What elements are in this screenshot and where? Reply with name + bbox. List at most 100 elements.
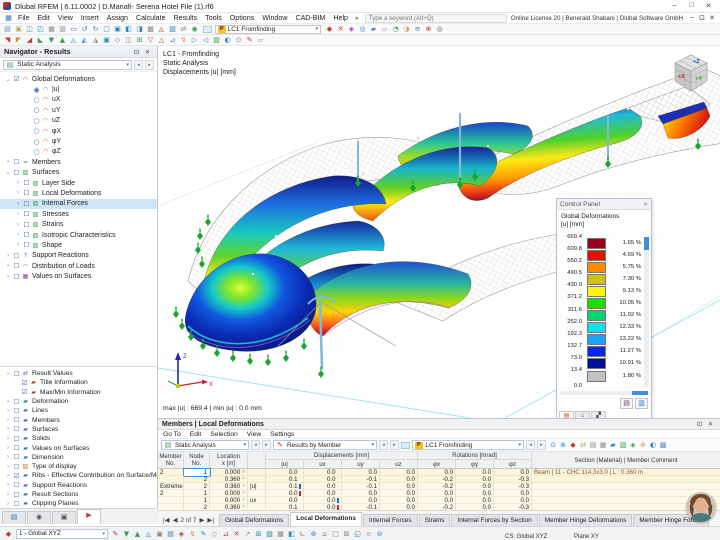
- navigation-cube[interactable]: +X +Y +Z: [668, 50, 714, 96]
- toolbar-icon[interactable]: ◈: [348, 25, 355, 33]
- tree-item[interactable]: › ☐ ▦ Values on Surfaces: [0, 271, 157, 281]
- toolbar-icon[interactable]: ⊕: [425, 25, 432, 33]
- membrane-sails[interactable]: [184, 101, 711, 352]
- tree-item[interactable]: › ☐ ▰ Surfaces: [0, 425, 157, 434]
- toolbar-icon[interactable]: ▩: [659, 441, 667, 449]
- tree-item[interactable]: › ☐ ▰ Support Reactions: [0, 481, 157, 490]
- prev-button[interactable]: ◂: [251, 440, 260, 450]
- prev-page-button[interactable]: ◀: [172, 517, 178, 524]
- statusbar-icon[interactable]: □: [332, 529, 339, 538]
- toolbar-icon[interactable]: ▭: [70, 25, 77, 33]
- toolbar-icon[interactable]: ▩: [147, 25, 154, 33]
- table-tab[interactable]: Global Deformations: [219, 514, 290, 526]
- tree-item[interactable]: ○ ◠ φX: [0, 126, 157, 136]
- expander-icon[interactable]: ›: [7, 472, 9, 479]
- toolbar-icon[interactable]: ⊞: [136, 36, 143, 44]
- toolbar-icon[interactable]: ◇: [114, 36, 121, 44]
- menu-item[interactable]: Options: [229, 14, 255, 22]
- toolbar-icon[interactable]: ◈: [630, 441, 636, 449]
- tree-item[interactable]: › ☐ ≈ Members: [0, 157, 157, 167]
- statusbar-icon[interactable]: ▧: [266, 529, 273, 538]
- checkbox-icon[interactable]: ☐: [23, 189, 30, 198]
- prev-button[interactable]: ◂: [134, 59, 143, 70]
- checkbox-icon[interactable]: ☑: [21, 378, 28, 387]
- checkbox-icon[interactable]: ◉: [33, 85, 40, 94]
- toolbar-icon[interactable]: ◫: [26, 25, 33, 33]
- checkbox-icon[interactable]: ☐: [13, 481, 20, 490]
- tree-item[interactable]: › ☐ ▧ Shape: [0, 240, 157, 250]
- tree-item[interactable]: › ☐ ▧ Layer Side: [0, 178, 157, 188]
- expander-icon[interactable]: ›: [7, 454, 9, 461]
- statusbar-icon[interactable]: ◱: [354, 529, 361, 538]
- menu-window-control[interactable]: ⊡: [699, 15, 705, 22]
- table-menu-item[interactable]: Go To: [163, 430, 181, 438]
- toolbar-icon[interactable]: ◤: [15, 36, 22, 44]
- statusbar-icon[interactable]: ✎: [200, 529, 207, 538]
- checkbox-icon[interactable]: ☑: [13, 471, 20, 480]
- tree-item[interactable]: ⌄ ☑ ◠ Global Deformations: [0, 74, 157, 84]
- toolbar-icon[interactable]: ▱: [381, 25, 388, 33]
- tree-item[interactable]: › ☐ ▧ Local Deformations: [0, 188, 157, 198]
- expander-icon[interactable]: ›: [7, 426, 9, 433]
- analysis-type-combo[interactable]: ▤ Static Analysis ▾: [3, 59, 132, 70]
- tree-item[interactable]: › ☐ ▰ Members: [0, 415, 157, 424]
- statusbar-icon[interactable]: ▼: [123, 529, 130, 538]
- expander-icon[interactable]: ›: [17, 200, 19, 207]
- tree-item[interactable]: › ☐ ▰ Dimension: [0, 453, 157, 462]
- statusbar-icon[interactable]: ✕: [233, 529, 240, 538]
- toolbar-icon[interactable]: ▣: [103, 36, 110, 44]
- toolbar-icon[interactable]: ◭: [81, 36, 88, 44]
- table-tab[interactable]: Strains: [418, 514, 451, 526]
- tree-item[interactable]: › ☐ ▰ Deformation: [0, 397, 157, 406]
- app-menu-icon[interactable]: ▦: [5, 14, 12, 22]
- statusbar-icon[interactable]: ◇: [211, 529, 218, 538]
- table-menu-item[interactable]: Edit: [189, 430, 202, 438]
- checkbox-icon[interactable]: ☐: [13, 272, 20, 281]
- column-header[interactable]: uy: [342, 460, 380, 468]
- toolbar-icon[interactable]: ◫: [125, 36, 132, 44]
- column-header[interactable]: φy: [456, 460, 494, 468]
- toolbar-icon[interactable]: ↺: [81, 25, 88, 33]
- checkbox-icon[interactable]: ☐: [13, 453, 20, 462]
- checkbox-icon[interactable]: ☐: [23, 231, 30, 240]
- toolbar-icon[interactable]: ◁: [202, 36, 209, 44]
- panel-header-button[interactable]: ✕: [707, 421, 714, 428]
- checkbox-icon[interactable]: ☐: [23, 199, 30, 208]
- toolbar-icon[interactable]: ⇄: [580, 441, 586, 449]
- expander-icon[interactable]: ›: [17, 221, 19, 228]
- toolbar-icon[interactable]: ◎: [359, 25, 366, 33]
- statusbar-icon[interactable]: ▦: [277, 529, 284, 538]
- tree-item[interactable]: › ☐ ▰ Clipping Planes: [0, 499, 157, 508]
- toolbar-icon[interactable]: ⊚: [560, 441, 566, 449]
- next-button[interactable]: ▸: [262, 440, 271, 450]
- scale-scrollbar[interactable]: [644, 237, 649, 387]
- menu-item[interactable]: Calculate: [135, 14, 166, 22]
- statusbar-icon[interactable]: ▤: [167, 529, 174, 538]
- checkbox-icon[interactable]: ☐: [23, 220, 30, 229]
- first-page-button[interactable]: |◀: [163, 517, 170, 524]
- table-menu-item[interactable]: Selection: [210, 430, 238, 438]
- table-row[interactable]: Extremes 2 0.360 × |u| 0.1 0.0 -0.1 0.0 -…: [158, 482, 720, 490]
- toolbar-icon[interactable]: ◍: [436, 25, 443, 33]
- tree-item[interactable]: › ☐ ⇄ Result Values: [0, 369, 157, 378]
- coordinate-system-combo[interactable]: 1 - Global XYZ ▾: [16, 528, 108, 539]
- table-loadcase-combo[interactable]: P LC1 Fromfinding ▾: [412, 440, 524, 450]
- expander-icon[interactable]: ›: [17, 242, 19, 249]
- table-panel-header[interactable]: Members | Local Deformations ⊡ ✕: [158, 419, 720, 430]
- tree-item[interactable]: ○ ◠ uZ: [0, 116, 157, 126]
- statusbar-icon[interactable]: ↯: [189, 529, 196, 538]
- toolbar-icon[interactable]: ▦: [48, 25, 55, 33]
- expander-icon[interactable]: ›: [17, 190, 19, 197]
- table-menu-item[interactable]: Settings: [270, 430, 295, 438]
- checkbox-icon[interactable]: ☐: [13, 434, 20, 443]
- menu-item[interactable]: Help: [333, 14, 348, 22]
- checkbox-icon[interactable]: ☐: [13, 397, 20, 406]
- tree-item[interactable]: ○ ◠ φZ: [0, 147, 157, 157]
- checkbox-icon[interactable]: ☐: [13, 158, 20, 167]
- toolbar-icon[interactable]: ◰: [37, 25, 44, 33]
- navigator-tab[interactable]: ▣: [52, 511, 76, 524]
- toolbar-icon[interactable]: ▣: [15, 25, 22, 33]
- statusbar-icon[interactable]: ◈: [178, 529, 185, 538]
- expander-icon[interactable]: ›: [7, 500, 9, 507]
- statusbar-icon[interactable]: ⊿: [222, 529, 229, 538]
